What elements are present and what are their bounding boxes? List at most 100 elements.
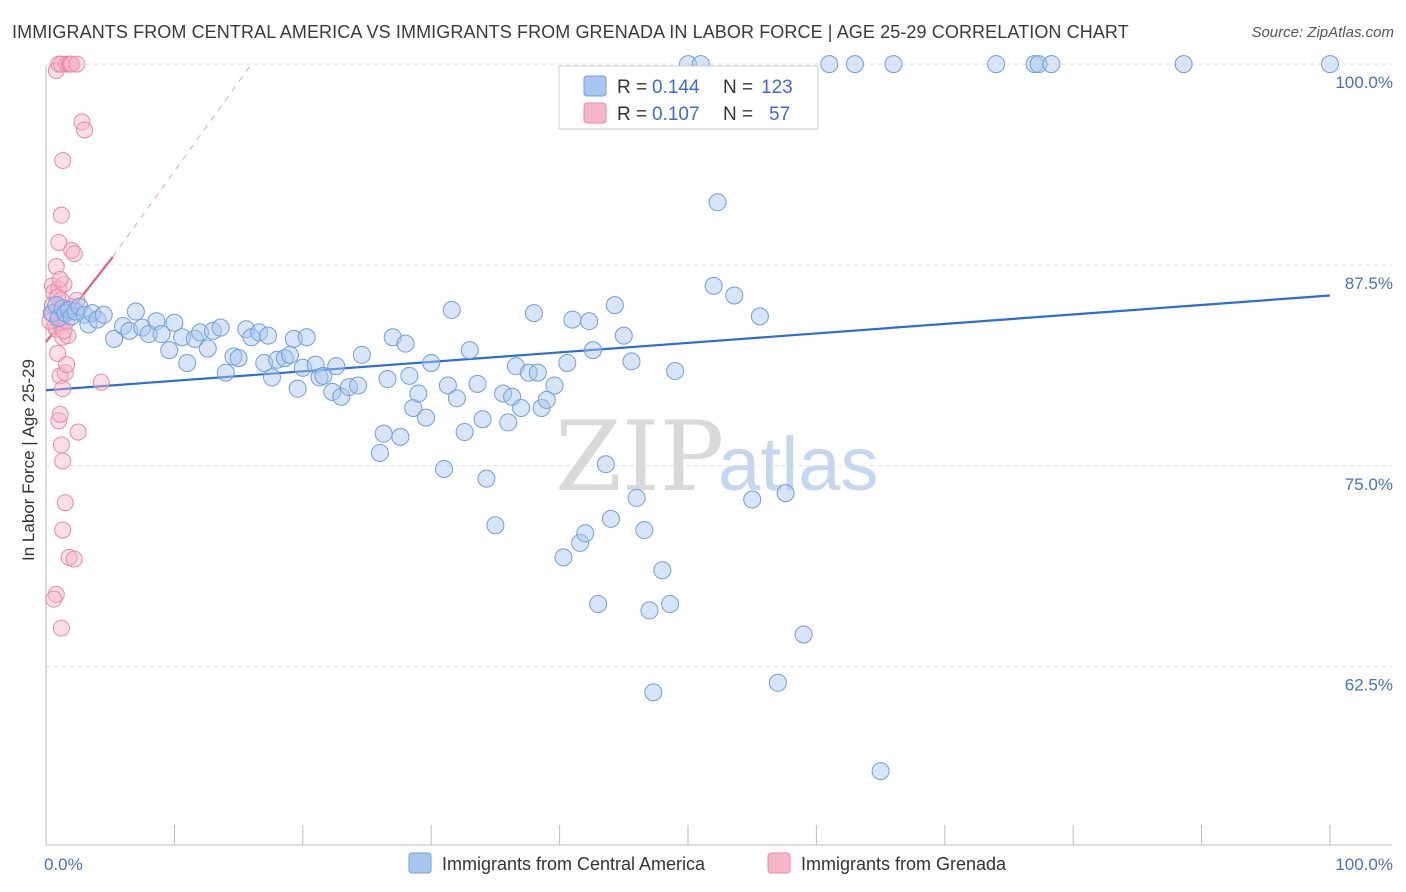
point-central-america-97 [601,509,620,528]
point-central-america-87 [545,376,564,395]
point-grenada-22 [54,452,72,470]
point-central-america-83 [524,304,543,323]
point-grenada-43 [63,241,81,259]
point-central-america-78 [499,413,518,432]
point-central-america-106 [661,594,680,613]
point-grenada-42 [50,233,68,251]
bottom-legend-swatch-central-america [408,852,432,874]
y-axis-label: In Labor Force | Age 25-29 [19,359,38,561]
point-central-america-115 [768,673,787,692]
point-central-america-30 [211,318,230,337]
point-central-america-120 [871,762,890,781]
point-central-america-93 [580,312,599,331]
point-central-america-46 [297,328,316,347]
point-central-america-57 [374,424,393,443]
bottom-legend: Immigrants from Central America Immigran… [408,852,1007,874]
legend-n-label-2: N = [723,104,753,125]
point-central-america-42 [280,345,299,364]
point-central-america-103 [640,601,659,620]
point-central-america-23 [165,313,184,332]
y-tick-label-0: 62.5% [1345,676,1393,695]
y-tick-label-2: 87.5% [1345,274,1393,293]
point-grenada-39 [76,121,94,139]
x-tick-labels: 0.0% 100.0% [44,855,1393,874]
point-central-america-124 [1029,55,1048,74]
point-central-america-122 [987,55,1006,74]
point-central-america-31 [216,363,235,382]
point-central-america-54 [349,376,368,395]
point-central-america-127 [1321,55,1339,74]
legend-r-label-2: R = [617,104,647,125]
point-central-america-52 [332,387,351,406]
point-grenada-49 [69,423,87,441]
point-central-america-67 [435,460,454,479]
point-central-america-99 [614,326,633,345]
point-grenada-44 [65,245,83,263]
point-central-america-56 [370,443,389,462]
x-tick-label-1: 100.0% [1335,855,1393,874]
point-central-america-44 [288,379,307,398]
series-grenada [41,55,110,637]
point-central-america-73 [468,374,487,393]
point-central-america-96 [596,455,615,474]
point-grenada-28 [45,590,63,608]
point-central-america-90 [563,310,582,329]
point-central-america-55 [352,345,371,364]
point-grenada-17 [50,412,68,430]
point-central-america-62 [400,366,419,385]
point-central-america-102 [635,521,654,540]
point-grenada-19 [51,405,69,423]
point-grenada-23 [56,494,74,512]
point-central-america-50 [323,382,342,401]
point-central-america-41 [275,349,294,368]
point-central-america-126 [1174,55,1193,74]
point-central-america-101 [627,488,646,507]
point-central-america-71 [455,423,474,442]
point-central-america-116 [776,484,795,503]
point-central-america-58 [378,370,397,389]
point-central-america-10 [79,315,98,334]
point-central-america-70 [447,389,466,408]
point-grenada-41 [52,206,70,224]
bottom-legend-central-america: Immigrants from Central America [442,854,706,874]
point-central-america-39 [262,368,281,387]
y-tick-labels: 62.5% 75.0% 87.5% 100.0% [1335,73,1393,695]
point-central-america-22 [160,341,179,360]
point-central-america-84 [528,363,547,382]
point-central-america-110 [704,276,723,295]
trend-line-pink-extension [112,63,252,258]
point-central-america-72 [460,341,479,360]
watermark-zip: ZIP [555,401,724,513]
trend-line-blue [45,294,1331,392]
point-central-america-38 [259,326,278,345]
legend-swatch-grenada [583,102,607,124]
point-central-america-104 [644,683,663,702]
legend-r-label-1: R = [617,77,647,98]
y-tick-label-1: 75.0% [1345,475,1393,494]
gridlines [46,63,1392,668]
point-central-america-86 [537,390,556,409]
point-grenada-37 [68,55,86,73]
point-central-america-65 [417,408,436,427]
point-grenada-21 [58,356,76,374]
point-central-america-33 [229,349,248,368]
point-central-america-68 [438,376,457,395]
point-central-america-28 [198,339,217,358]
point-grenada-27 [47,585,65,603]
point-central-america-89 [558,353,577,372]
watermark-atlas: atlas [718,422,879,507]
point-central-america-111 [708,193,727,212]
y-tick-label-3: 100.0% [1335,73,1393,92]
watermark: ZIP atlas [555,401,879,513]
point-grenada-40 [54,152,72,170]
point-grenada-18 [52,436,70,454]
point-central-america-69 [442,300,461,319]
legend-n-value-2: 57 [769,104,790,125]
legend-swatch-central-america [583,75,607,97]
point-central-america-75 [477,469,496,488]
legend-n-value-1: 123 [761,77,793,98]
legend-r-value-2: 0.107 [652,104,700,125]
point-central-america-81 [512,398,531,417]
point-central-america-74 [473,410,492,429]
point-central-america-125 [1042,55,1061,74]
